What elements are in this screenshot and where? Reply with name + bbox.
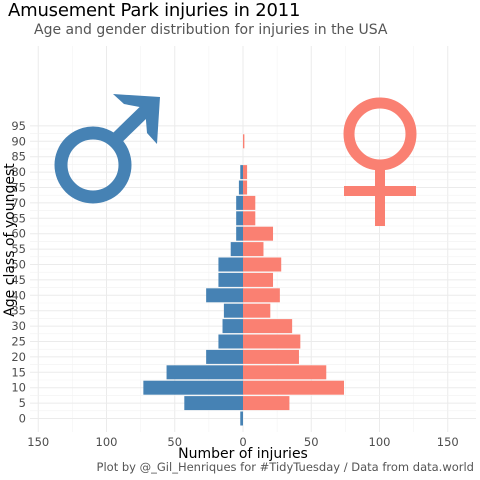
y-tick-label: 10 xyxy=(11,381,26,395)
bar-male-45 xyxy=(218,273,243,287)
bar-male-25 xyxy=(218,335,243,349)
bar-male-15 xyxy=(167,365,243,379)
y-tick-label: 0 xyxy=(19,412,26,426)
bar-male-50 xyxy=(218,258,243,272)
chart-caption: Plot by @_Gil_Henriques for #TidyTuesday… xyxy=(97,460,474,474)
x-tick-label: 150 xyxy=(27,435,49,449)
bar-female-40 xyxy=(243,288,280,302)
bar-male-40 xyxy=(206,288,243,302)
bar-male-60 xyxy=(236,227,243,241)
bar-female-45 xyxy=(243,273,273,287)
y-tick-label: 95 xyxy=(11,119,26,133)
bar-female-25 xyxy=(243,335,300,349)
x-tick-label: 100 xyxy=(96,435,118,449)
bar-male-10 xyxy=(143,381,243,395)
x-tick-label: 100 xyxy=(369,435,391,449)
bar-male-30 xyxy=(223,319,243,333)
y-tick-label: 25 xyxy=(11,335,26,349)
y-tick-label: 15 xyxy=(11,365,26,379)
bar-female-65 xyxy=(243,211,255,225)
bar-male-0 xyxy=(240,412,243,426)
y-axis-title: Age class of youngest xyxy=(2,163,18,317)
y-tick-label: 30 xyxy=(11,319,26,333)
bar-male-75 xyxy=(239,181,243,195)
bar-male-65 xyxy=(236,211,243,225)
bar-female-90 xyxy=(243,134,244,148)
bar-female-20 xyxy=(243,350,299,364)
y-tick-label: 5 xyxy=(19,396,26,410)
bar-female-50 xyxy=(243,258,281,272)
bar-female-5 xyxy=(243,396,289,410)
female-symbol-crossbar xyxy=(344,186,416,196)
bar-female-70 xyxy=(243,196,255,210)
bar-female-80 xyxy=(243,165,247,179)
bar-female-10 xyxy=(243,381,344,395)
bar-female-30 xyxy=(243,319,292,333)
bar-female-60 xyxy=(243,227,273,241)
bar-female-75 xyxy=(243,181,247,195)
bar-female-55 xyxy=(243,242,263,256)
bar-male-70 xyxy=(236,196,243,210)
x-tick-label: 150 xyxy=(437,435,459,449)
bar-male-5 xyxy=(184,396,243,410)
chart-title: Amusement Park injuries in 2011 xyxy=(8,0,300,22)
bar-female-35 xyxy=(243,304,270,318)
bar-male-55 xyxy=(231,242,243,256)
bar-female-15 xyxy=(243,365,326,379)
bar-male-20 xyxy=(206,350,243,364)
y-tick-label: 85 xyxy=(11,150,26,164)
bar-male-35 xyxy=(224,304,243,318)
chart-subtitle: Age and gender distribution for injuries… xyxy=(34,21,387,39)
y-tick-label: 20 xyxy=(11,350,26,364)
y-tick-label: 90 xyxy=(11,134,26,148)
bar-male-80 xyxy=(240,165,243,179)
